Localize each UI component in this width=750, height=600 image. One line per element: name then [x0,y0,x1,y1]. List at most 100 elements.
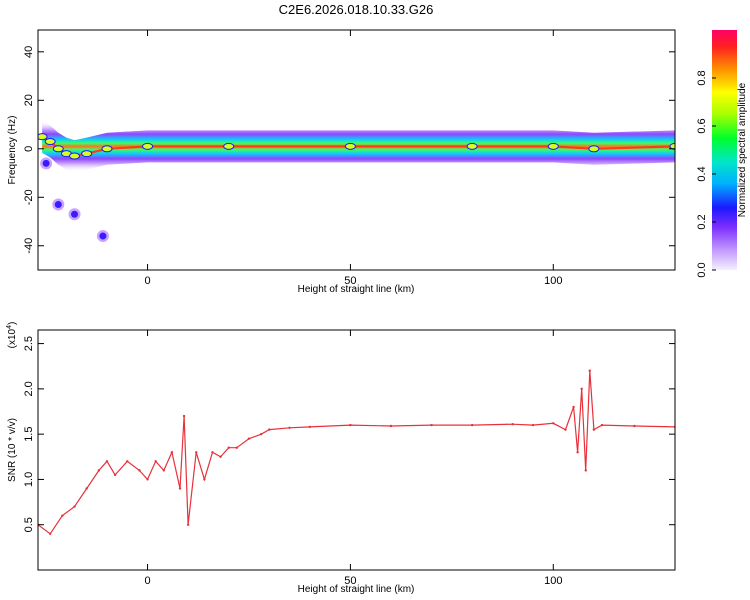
spectrogram-ridge-point [223,142,235,150]
snr-point [195,451,198,454]
spectrogram-blob [96,230,109,243]
snr-point [511,422,514,426]
snr-point [470,423,474,427]
snr-point [247,437,251,440]
snr-point [73,505,76,508]
snr-point [564,428,567,431]
snr-y-tick-label: 2.5 [23,336,35,351]
snr-point [235,446,239,449]
colorbar: 0.0 0.2 0.4 0.6 0.8 Normalized spectral ampl… [696,30,748,278]
spectrogram-panel: 0 50 100 -40 -20 0 20 40 Height of straight li… [7,29,676,295]
colorbar-tick-label: 0.6 [696,118,708,133]
snr-line [38,370,675,535]
spectrogram-frame [37,29,676,271]
snr-point [138,469,141,472]
spectrogram-y-tick-label: 0 [23,146,35,152]
snr-point [576,451,579,454]
snr-point [430,423,433,427]
snr-point [182,414,186,418]
spectrogram-y-tick-label: -40 [23,238,35,254]
snr-point [592,428,596,431]
snr-point [572,405,575,409]
snr-point [162,469,165,472]
spectrogram-blob [52,198,65,211]
snr-point [633,424,636,428]
snr-point [588,369,591,372]
snr-point [308,425,312,429]
snr-point [170,451,174,454]
snr-point [531,423,535,427]
snr-point [146,478,149,481]
snr-point [97,469,101,472]
snr-point [48,532,52,535]
snr-x-ticks: 0 50 100 [144,330,562,587]
colorbar-gradient [712,30,737,270]
chart-title: C2E6.2026.018.10.33.G26 [279,2,434,17]
snr-x-tick-label: 100 [544,575,562,587]
snr-x-label: Height of straight line (km) [298,584,415,595]
spectrogram-ridge-point [547,142,559,150]
snr-plot-area [38,369,675,535]
colorbar-ticks: 0.0 0.2 0.4 0.6 0.8 [696,70,716,278]
snr-y-tick-label: 0.5 [23,517,35,532]
snr-x-tick-label: 0 [144,575,150,587]
colorbar-tick-label: 0.4 [696,166,708,181]
snr-point [227,446,230,449]
snr-point [85,487,88,490]
spectrogram-ridge-point [466,142,478,150]
snr-point [126,460,129,463]
colorbar-tick-label: 0.0 [696,262,708,277]
snr-y-tick-label: 2.0 [23,381,35,396]
spectrogram-y-tick-label: 20 [23,94,35,106]
spectrogram-y-label: Frequency (Hz) [7,116,18,185]
spectrogram-y-tick-label: -20 [23,189,35,205]
spectrogram-x-label: Height of straight line (km) [298,284,415,295]
snr-point [178,487,182,490]
snr-y-ticks: 0.5 1.0 1.5 2.0 2.5 [23,336,675,532]
spectrogram-x-tick-label: 50 [344,275,356,287]
snr-x-tick-label: 50 [344,575,356,587]
spectrogram-ridge-point [101,145,113,153]
snr-point [349,423,352,427]
snr-point [268,428,271,431]
colorbar-tick-label: 0.8 [696,70,708,85]
spectrogram-ridge-point [669,142,675,150]
snr-y-label: SNR (10 * v/v) [7,418,18,482]
snr-point [600,423,604,427]
spectrogram-ridge-point [52,145,64,153]
colorbar-tick-label: 0.2 [696,214,708,229]
snr-point [186,523,190,526]
snr-point [154,460,157,463]
spectrogram-x-tick-label: 0 [144,275,150,287]
snr-panel: 0 50 100 0.5 1.0 1.5 2.0 2.5 Height of straigh… [6,322,676,595]
spectrogram-plot-area [38,120,675,243]
spectrogram-y-tick-label: 40 [23,46,35,58]
snr-y-tick-label: 1.0 [23,472,35,487]
spectrogram-x-tick-label: 100 [544,275,562,287]
snr-point [288,426,291,430]
spectrogram-ridge-point [142,142,154,150]
spectrogram-ridge-point [38,133,48,141]
snr-point [389,424,393,428]
spectrogram-ridge-point [344,142,356,150]
snr-point [219,455,222,458]
colorbar-label: Normalized spectral amplitude [737,82,748,217]
snr-point [61,514,64,517]
snr-y-scale-label: (x104) [6,322,18,349]
spectrogram-blob [40,157,53,170]
snr-point [552,422,555,425]
spectrogram-ridge-point [44,138,56,146]
spectrogram-blob [68,208,81,221]
spectrogram-y-ticks: -40 -20 0 20 40 [23,46,675,254]
spectrogram-ridge-point [81,150,93,158]
snr-point [211,451,214,454]
spectrogram-ridge-point [588,145,600,153]
snr-point [113,473,117,477]
spectrogram-x-ticks: 0 50 100 [144,30,562,287]
spectrogram-ridge-point [69,152,81,160]
snr-point [584,469,587,472]
snr-point [259,432,263,436]
snr-point [105,460,109,463]
snr-point [203,478,206,481]
